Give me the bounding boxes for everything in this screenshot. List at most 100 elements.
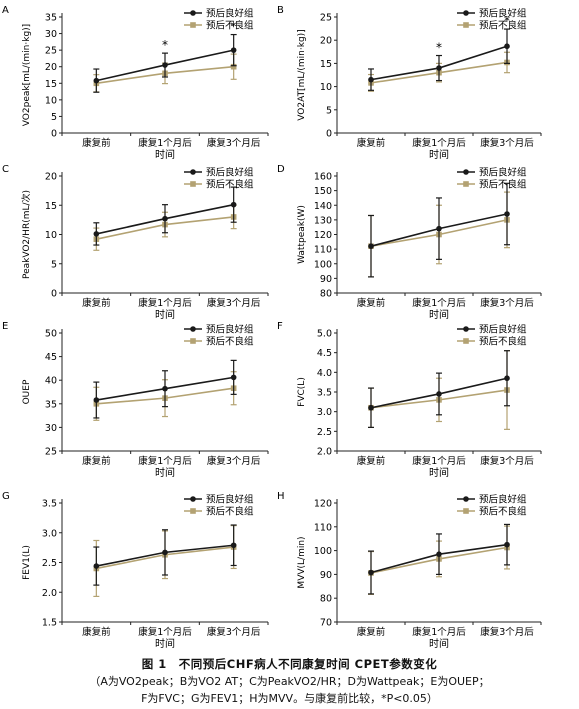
y-tick-label: 25 <box>45 447 57 458</box>
y-tick-label: 150 <box>314 186 332 197</box>
legend-swatch-marker <box>190 326 196 332</box>
data-point <box>368 76 374 83</box>
y-tick-label: 15 <box>45 201 57 212</box>
figure-title: 图 1 不同预后CHF病人不同康复时间 CPET参数变化 <box>141 657 438 671</box>
y-tick-label: 15 <box>45 79 57 90</box>
legend-label: 预后不良组 <box>206 20 254 32</box>
y-tick-label: 100 <box>314 546 332 557</box>
figure-note-line-2: F为FVC；G为FEV1；H为MVV。与康复前比较，*P<0.05） <box>141 692 438 705</box>
y-tick-label: 4.0 <box>317 368 332 379</box>
y-tick-label: 160 <box>314 172 332 183</box>
x-tick-label: 康复1个月后 <box>412 455 466 467</box>
series-good <box>93 359 237 419</box>
y-tick-label: 35 <box>45 13 57 24</box>
y-tick-label: 40 <box>45 376 57 387</box>
x-tick-label: 康复3个月后 <box>480 297 534 309</box>
legend-swatch-marker <box>463 338 469 344</box>
legend-swatch-marker <box>190 338 196 344</box>
x-tick-label: 康复3个月后 <box>207 626 261 638</box>
y-tick-label: 4.5 <box>317 348 332 359</box>
y-tick-label: 2.0 <box>317 447 332 458</box>
y-tick-label: 10 <box>320 82 332 93</box>
series-good <box>93 186 237 246</box>
series-good <box>368 350 510 428</box>
legend-label: 预后不良组 <box>479 179 527 191</box>
y-tick-label: 110 <box>314 522 332 533</box>
y-tick-label: 1.5 <box>42 618 57 629</box>
data-point <box>436 225 442 232</box>
x-tick-label: 康复3个月后 <box>207 455 261 467</box>
x-axis-title: 时间 <box>155 308 175 321</box>
x-tick-label: 康复1个月后 <box>412 137 466 149</box>
y-tick-label: 20 <box>320 36 332 47</box>
data-point <box>162 215 168 222</box>
x-tick-label: 康复1个月后 <box>412 297 466 309</box>
significance-marker: * <box>162 38 168 52</box>
data-point <box>230 63 237 70</box>
data-point <box>436 65 442 71</box>
data-point <box>368 243 374 249</box>
x-axis-title: 时间 <box>429 148 449 161</box>
x-axis-title: 时间 <box>155 637 175 650</box>
y-tick-label: 30 <box>45 29 57 40</box>
figure-note-line-1: （A为VO2peak；B为VO2 AT；C为PeakVO2/HR；D为Wattp… <box>89 675 490 688</box>
significance-marker: * <box>504 14 510 28</box>
y-tick-label: 3.5 <box>42 499 57 510</box>
y-tick-label: 50 <box>45 329 57 340</box>
x-tick-label: 康复1个月后 <box>138 626 192 638</box>
series-good <box>368 182 510 278</box>
data-point <box>230 374 237 381</box>
y-tick-label: 5 <box>51 259 57 270</box>
panel-letter: G <box>2 491 10 502</box>
data-point <box>504 211 510 217</box>
legend-swatch-marker <box>463 169 469 175</box>
y-tick-label: 20 <box>45 172 57 183</box>
panel-letter: E <box>2 321 8 332</box>
legend-swatch-marker <box>463 496 469 502</box>
legend-label: 预后良好组 <box>206 8 254 20</box>
data-point <box>230 47 237 53</box>
legend-swatch-marker <box>463 181 469 187</box>
legend-label: 预后良好组 <box>479 324 527 336</box>
y-tick-label: 0 <box>51 289 57 300</box>
data-point <box>368 569 374 576</box>
y-tick-label: 80 <box>320 289 332 300</box>
x-axis-title: 时间 <box>155 148 175 161</box>
data-point <box>162 385 168 392</box>
x-tick-label: 康复1个月后 <box>138 137 192 149</box>
panel-letter: B <box>277 5 284 16</box>
series-good <box>368 28 510 91</box>
legend-swatch-marker <box>463 326 469 332</box>
legend-label: 预后良好组 <box>479 8 527 20</box>
legend-label: 预后良好组 <box>206 167 254 179</box>
y-tick-label: 45 <box>45 352 57 363</box>
x-tick-label: 康复3个月后 <box>207 297 261 309</box>
x-axis-title: 时间 <box>429 308 449 321</box>
y-tick-label: 3.0 <box>42 528 57 539</box>
x-axis-title: 时间 <box>155 466 175 479</box>
panel-letter: D <box>277 164 285 175</box>
y-tick-label: 90 <box>320 274 332 285</box>
legend-swatch-marker <box>190 496 196 502</box>
x-axis-title: 时间 <box>429 466 449 479</box>
y-tick-label: 35 <box>45 399 57 410</box>
legend-swatch-marker <box>190 508 196 514</box>
x-tick-label: 康复前 <box>357 626 386 638</box>
data-point <box>504 375 510 382</box>
legend-swatch-marker <box>190 169 196 175</box>
y-tick-label: 5.0 <box>317 329 332 340</box>
x-tick-label: 康复3个月后 <box>480 626 534 638</box>
y-tick-label: 2.0 <box>42 588 57 599</box>
panel-letter: F <box>277 321 283 332</box>
y-tick-label: 0 <box>326 129 332 140</box>
x-tick-label: 康复1个月后 <box>138 455 192 467</box>
data-point <box>93 563 100 569</box>
data-point <box>436 551 442 557</box>
y-tick-label: 100 <box>314 259 332 270</box>
series-good <box>93 33 237 93</box>
x-tick-label: 康复3个月后 <box>480 137 534 149</box>
